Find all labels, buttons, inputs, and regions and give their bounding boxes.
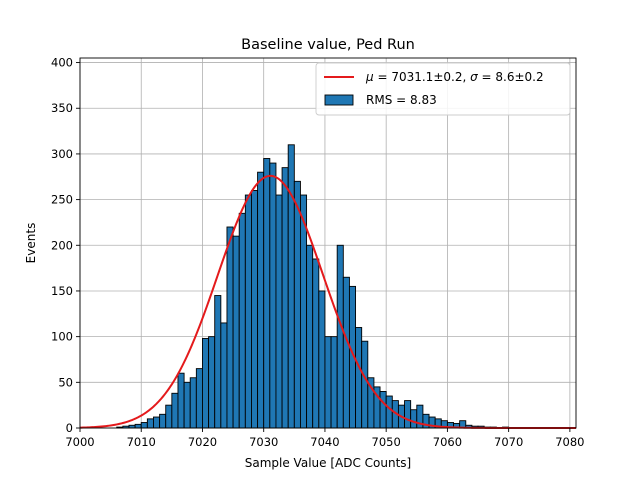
x-tick-label: 7020 [188,435,217,449]
y-tick-label: 250 [51,193,73,207]
histogram-bar [195,368,203,429]
histogram-bar [318,290,326,429]
legend-hist-swatch [324,94,354,106]
histogram-bar [140,422,148,429]
histogram-bar [361,340,369,429]
x-axis-ticks: 7000 7010 7020 7030 7040 7050 7060 7070 7080 [65,428,585,449]
histogram-bars [116,144,510,429]
histogram-bar [404,400,412,429]
histogram-bar [232,235,240,429]
histogram-bar [238,212,246,429]
histogram-bar [269,162,277,429]
histogram-bar [287,144,295,429]
histogram-bar [244,194,252,429]
histogram-bar [159,413,167,429]
legend-mu-symbol: μ [365,70,374,84]
histogram-bar [293,180,301,429]
histogram-bar [146,418,154,429]
histogram-bar [312,258,320,429]
histogram-bar [257,171,265,429]
y-axis-label: Events [24,223,38,264]
histogram-bar [183,381,191,429]
histogram-bar [263,158,271,429]
x-tick-label: 7030 [249,435,278,449]
legend-sigma-symbol: σ [470,70,478,84]
x-tick-label: 7070 [494,435,523,449]
histogram-bar [177,372,185,429]
histogram-bar [330,336,338,429]
y-tick-label: 350 [51,101,73,115]
y-tick-label: 100 [51,330,73,344]
histogram-bar [208,336,216,429]
legend-sigma-value: = 8.6±0.2 [478,70,544,84]
histogram-bar [299,194,308,429]
histogram-bar [189,377,197,429]
histogram-bar [324,336,332,429]
y-tick-label: 0 [66,421,73,435]
y-tick-label: 200 [51,238,73,252]
y-tick-label: 50 [58,375,73,389]
legend-fit-label: μ = 7031.1±0.2, σ = 8.6±0.2 [365,70,544,84]
histogram-bar [153,416,161,429]
y-tick-label: 150 [51,284,73,298]
x-tick-label: 7000 [65,435,94,449]
legend-mu-value: = 7031.1±0.2, [374,70,470,84]
histogram-bar [165,404,173,429]
legend: μ = 7031.1±0.2, σ = 8.6±0.2 RMS = 8.83 [315,62,571,116]
legend-box [315,62,571,116]
histogram-bar [226,226,234,429]
histogram-bar [385,395,393,429]
x-tick-label: 7040 [310,435,339,449]
y-axis-ticks: 0 50 100 150 200 250 300 350 400 [51,56,80,435]
histogram-bar [275,194,283,429]
histogram-bar [306,244,314,429]
x-tick-label: 7080 [555,435,584,449]
histogram-bar [134,423,142,429]
x-tick-label: 7050 [372,435,401,449]
y-tick-label: 400 [51,56,73,70]
histogram-bar [336,244,344,429]
x-axis-label: Sample Value [ADC Counts] [245,456,411,470]
chart-title: Baseline value, Ped Run [241,37,415,53]
histogram-bar [220,322,228,429]
x-tick-label: 7060 [433,435,462,449]
x-tick-label: 7010 [127,435,156,449]
histogram-bar [171,392,179,429]
histogram-bar [281,167,289,429]
histogram-bar [214,295,222,429]
legend-hist-label: RMS = 8.83 [366,93,437,107]
histogram-bar [251,190,259,429]
plot-frame [79,57,577,429]
histogram-bar [379,391,387,429]
histogram-bar [202,338,210,429]
histogram-bar [410,409,418,429]
histogram-bar [342,276,350,429]
y-tick-label: 300 [51,147,73,161]
histogram-bar [355,327,363,429]
